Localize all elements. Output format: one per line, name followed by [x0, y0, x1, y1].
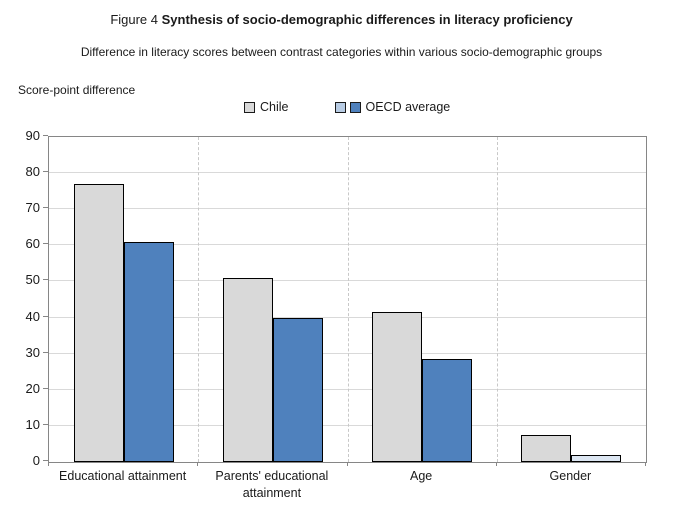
x-axis-tick	[197, 462, 199, 466]
y-axis-tick-label-50: 50	[25, 272, 40, 288]
y-axis-tick	[43, 387, 48, 389]
x-axis-tick	[495, 462, 497, 466]
bar-chile-educational-attainment	[73, 184, 124, 462]
figure-title-bold: Synthesis of socio-demographic differenc…	[161, 12, 573, 27]
y-axis-title: Score-point difference	[18, 83, 136, 97]
chart-legend: Chile OECD average	[244, 100, 450, 114]
category-separator	[347, 137, 349, 462]
y-axis-tick-label-60: 60	[25, 236, 40, 252]
y-axis-tick	[43, 460, 48, 461]
bar-oecd-average-parents-educational-attainment	[272, 318, 323, 462]
plot-area	[48, 136, 647, 463]
y-axis-tick	[43, 243, 48, 245]
y-axis-tick	[43, 279, 48, 281]
bar-chile-gender	[521, 435, 572, 462]
legend-item-oecd-average: OECD average	[334, 100, 451, 114]
figure-title-prefix: Figure 4	[110, 12, 162, 27]
y-axis-tick-label-20: 20	[25, 380, 40, 396]
legend-swatch-oecd-average-2	[349, 101, 361, 113]
category-separator	[198, 137, 200, 462]
x-axis-category-label-parents-educational-attainment: Parents' educational attainment	[215, 469, 329, 500]
x-axis-tick	[48, 462, 49, 466]
y-axis-tick-label-90: 90	[25, 128, 40, 143]
bar-oecd-average-educational-attainment	[123, 242, 174, 462]
legend-item-chile: Chile	[244, 100, 289, 114]
y-axis-tick-label-10: 10	[25, 416, 40, 432]
y-axis-tick	[43, 423, 48, 425]
bar-chile-age	[372, 312, 423, 462]
legend-label-chile: Chile	[260, 100, 289, 114]
y-axis-tick	[43, 315, 48, 317]
legend-swatch-oecd-average-1	[334, 101, 346, 113]
y-axis-tick-label-70: 70	[25, 200, 40, 216]
bar-oecd-average-gender	[571, 455, 622, 462]
y-axis-tick	[43, 351, 48, 353]
y-axis-tick-label-0: 0	[32, 453, 40, 468]
legend-label-oecd-average: OECD average	[365, 100, 451, 114]
y-axis-tick-label-80: 80	[25, 164, 40, 180]
x-axis-category-label-age: Age	[410, 469, 433, 483]
x-axis-category-label-educational-attainment: Educational attainment	[59, 469, 187, 483]
legend-swatch-chile	[244, 101, 255, 113]
y-axis-tick	[43, 207, 48, 209]
x-axis-tick	[346, 462, 348, 466]
figure-title: Figure 4 Synthesis of socio-demographic …	[0, 12, 683, 27]
y-axis-tick	[43, 135, 48, 136]
figure-subtitle: Difference in literacy scores between co…	[80, 45, 603, 59]
category-separator	[496, 137, 498, 462]
x-axis-category-label-gender: Gender	[549, 469, 592, 483]
x-axis-tick	[645, 462, 646, 466]
y-axis-tick-label-30: 30	[25, 344, 40, 360]
bar-chile-parents-educational-attainment	[222, 278, 273, 462]
y-axis-tick	[43, 171, 48, 173]
bar-oecd-average-age	[422, 359, 473, 462]
y-axis-tick-label-40: 40	[25, 308, 40, 324]
